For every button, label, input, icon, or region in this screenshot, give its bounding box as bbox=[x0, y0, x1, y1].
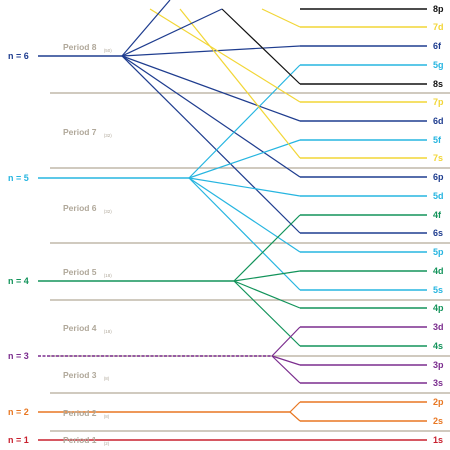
orbital-label: 7s bbox=[433, 153, 443, 163]
branch-line bbox=[149, 8, 301, 103]
period-label: Period 8 bbox=[63, 42, 97, 52]
branch-line bbox=[179, 8, 301, 159]
branch-line bbox=[121, 45, 301, 57]
branch-line bbox=[121, 55, 301, 122]
shell-label: n = 5 bbox=[8, 173, 29, 183]
orbital-levels bbox=[300, 8, 427, 441]
period-electron-count: (2) bbox=[104, 441, 110, 446]
orbital-label: 6d bbox=[433, 116, 444, 126]
orbital-label: 8p bbox=[433, 4, 444, 14]
orbital-label: 3s bbox=[433, 378, 443, 388]
period-label: Period 5 bbox=[63, 267, 97, 277]
orbital-label: 6f bbox=[433, 41, 442, 51]
orbital-label: 4d bbox=[433, 266, 444, 276]
labels: Period 8 (50) Period 7 (32) Period 6 (32) Peri… bbox=[8, 4, 444, 446]
orbital-label: 5p bbox=[433, 247, 444, 257]
branch-line bbox=[289, 401, 301, 413]
period-electron-count: (32) bbox=[104, 209, 113, 214]
period-label: Period 7 bbox=[63, 127, 97, 137]
orbital-label: 5d bbox=[433, 191, 444, 201]
orbital-label: 4s bbox=[433, 341, 443, 351]
branch-line bbox=[271, 355, 301, 384]
period-label: Period 4 bbox=[63, 323, 97, 333]
branch-line bbox=[188, 177, 301, 253]
branch-line bbox=[121, 55, 301, 234]
branch-line bbox=[233, 214, 301, 282]
shell-label: n = 1 bbox=[8, 435, 29, 445]
orbital-label: 7p bbox=[433, 97, 444, 107]
branch-line bbox=[261, 8, 301, 28]
orbital-label: 4f bbox=[433, 210, 442, 220]
shell-label: n = 4 bbox=[8, 276, 29, 286]
period-electron-count: (18) bbox=[104, 273, 113, 278]
period-label: Period 1 bbox=[63, 435, 97, 445]
orbital-label: 6p bbox=[433, 172, 444, 182]
period-electron-count: (32) bbox=[104, 133, 113, 138]
branch-line bbox=[121, 8, 223, 57]
orbital-label: 5g bbox=[433, 60, 444, 70]
branch-line bbox=[188, 139, 301, 179]
orbital-label: 4p bbox=[433, 303, 444, 313]
branch-line bbox=[221, 8, 301, 85]
period-electron-count: (8) bbox=[104, 414, 110, 419]
branch-line bbox=[188, 177, 301, 197]
period-electron-count: (18) bbox=[104, 329, 113, 334]
branch-line bbox=[289, 411, 301, 422]
orbital-label: 7d bbox=[433, 22, 444, 32]
orbital-label: 5f bbox=[433, 135, 442, 145]
branch-line bbox=[233, 280, 301, 347]
orbital-label: 8s bbox=[433, 79, 443, 89]
period-electron-count: (50) bbox=[104, 48, 113, 53]
branch-line bbox=[188, 177, 301, 291]
period-electron-count: (8) bbox=[104, 376, 110, 381]
branch-line bbox=[271, 326, 301, 357]
branch-line bbox=[188, 64, 301, 179]
branch-line bbox=[233, 280, 301, 309]
orbital-label: 1s bbox=[433, 435, 443, 445]
orbital-label: 3p bbox=[433, 360, 444, 370]
orbital-label: 3d bbox=[433, 322, 444, 332]
orbital-branches bbox=[121, 0, 301, 422]
shell-lines bbox=[38, 55, 300, 441]
orbital-label: 5s bbox=[433, 285, 443, 295]
orbital-label: 2p bbox=[433, 397, 444, 407]
shell-label: n = 6 bbox=[8, 51, 29, 61]
shell-label: n = 3 bbox=[8, 351, 29, 361]
branch-line bbox=[271, 355, 301, 366]
branch-line bbox=[233, 270, 301, 282]
period-label: Period 3 bbox=[63, 370, 97, 380]
period-label: Period 2 bbox=[63, 408, 97, 418]
shell-label: n = 2 bbox=[8, 407, 29, 417]
branch-line bbox=[121, 55, 301, 178]
period-label: Period 6 bbox=[63, 203, 97, 213]
orbital-label: 2s bbox=[433, 416, 443, 426]
branch-line bbox=[121, 0, 171, 57]
orbital-label: 6s bbox=[433, 228, 443, 238]
